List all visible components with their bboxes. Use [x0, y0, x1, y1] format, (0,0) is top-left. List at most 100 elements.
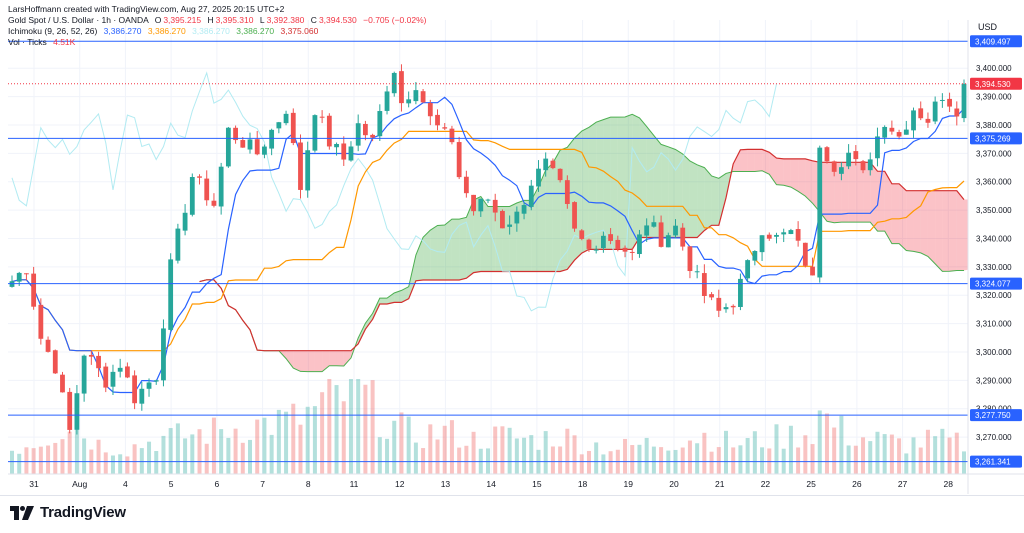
volume-bar — [630, 445, 635, 474]
candle-body — [802, 242, 808, 266]
volume-bar — [363, 384, 368, 474]
cloud-segment — [596, 119, 604, 250]
cloud-segment — [437, 225, 445, 281]
candle — [326, 113, 332, 150]
x-tick-label: 14 — [486, 479, 496, 489]
candle-body — [939, 99, 945, 101]
candle-body — [766, 234, 772, 239]
cloud-segment — [488, 206, 496, 272]
candle-body — [774, 234, 779, 237]
candle-body — [240, 140, 246, 148]
ohlc-close: C 3,394.530 — [310, 15, 357, 25]
y-tick-label: 3,360.000 — [976, 178, 1012, 187]
candle-body — [622, 247, 628, 252]
candle — [370, 133, 376, 142]
volume-bar — [933, 436, 938, 474]
price-chart[interactable]: 3,270.0003,280.0003,290.0003,300.0003,31… — [0, 0, 1024, 495]
cloud-segment — [920, 190, 928, 257]
candle — [391, 71, 397, 97]
volume-bar — [918, 447, 923, 474]
volume-bar — [284, 411, 289, 474]
candle-body — [795, 229, 801, 241]
candle — [269, 128, 275, 156]
volume-bar — [269, 434, 274, 474]
volume-bar — [925, 429, 930, 474]
cloud-segment — [863, 162, 871, 223]
volume-bar — [558, 446, 563, 474]
candle-body — [24, 273, 29, 275]
candle-body — [81, 355, 87, 394]
candle — [521, 202, 527, 220]
candle-body — [745, 260, 751, 279]
ichimoku-span-b-value: 3,375.060 — [280, 26, 319, 36]
candle — [752, 250, 758, 266]
cloud-segment — [603, 117, 611, 250]
volume-bar — [824, 413, 829, 474]
volume-bar — [464, 445, 469, 474]
volume-bar — [168, 428, 173, 474]
volume-row[interactable]: Vol · Ticks 4.51K — [8, 37, 426, 48]
volume-bar — [103, 452, 108, 474]
cloud-segment — [855, 162, 864, 223]
price-axis: 3,270.0003,280.0003,290.0003,300.0003,31… — [967, 0, 1024, 494]
x-tick-label: 7 — [260, 479, 265, 489]
candle-body — [370, 134, 376, 138]
volume-bar — [853, 445, 858, 474]
candle-body — [420, 91, 426, 103]
volume-bar — [46, 445, 51, 474]
x-tick-label: 13 — [441, 479, 451, 489]
hline-price-tag: 3,409.497 — [970, 35, 1022, 48]
candle-body — [788, 230, 794, 235]
candle — [254, 131, 260, 156]
candle-body — [67, 391, 73, 430]
currency-label[interactable]: USD — [978, 22, 998, 32]
ichimoku-row[interactable]: Ichimoku (9, 26, 52, 26) 3,386.270 3,386… — [8, 26, 426, 37]
candle-body — [500, 210, 505, 229]
candle — [276, 121, 282, 134]
volume-bar — [385, 438, 390, 474]
candle-body — [427, 102, 433, 117]
candle-body — [528, 185, 534, 207]
candle — [341, 136, 347, 166]
footer-bar: TradingView — [0, 495, 1024, 533]
candle-body — [961, 83, 967, 119]
candle — [485, 198, 491, 204]
candle-body — [290, 112, 296, 144]
volume-label: Vol · Ticks — [8, 37, 47, 47]
candle-body — [189, 177, 195, 215]
hline-price-tag: 3,261.341 — [970, 455, 1022, 468]
candle — [88, 350, 94, 365]
tradingview-logo[interactable]: TradingView — [10, 504, 126, 521]
volume-bar — [17, 453, 22, 474]
candle-body — [954, 108, 960, 117]
volume-bar — [875, 431, 880, 474]
cloud-segment — [401, 286, 409, 303]
volume-bar — [839, 415, 844, 474]
symbol-name[interactable]: Gold Spot / U.S. Dollar · 1h · OANDA — [8, 15, 149, 25]
volume-bar — [687, 440, 692, 474]
cloud-segment — [762, 149, 770, 175]
volume-bar — [911, 437, 916, 474]
candle — [961, 79, 967, 123]
volume-bar — [846, 445, 851, 474]
candle-body — [305, 150, 311, 191]
volume-bar — [586, 450, 591, 474]
candle-body — [831, 161, 837, 172]
candle-body — [752, 251, 758, 261]
ichimoku-chikou-value: 3,386.270 — [192, 26, 230, 36]
current-price-tag: 3,394.530 — [970, 77, 1022, 90]
candle — [954, 101, 960, 126]
candle-body — [709, 294, 714, 298]
cloud-segment — [300, 350, 308, 372]
volume-bar — [572, 435, 577, 474]
hline-price-tag-text: 3,409.497 — [975, 37, 1011, 46]
candle — [24, 273, 29, 281]
cloud-segment — [588, 122, 597, 250]
volume-bar — [435, 439, 440, 474]
candle-body — [391, 72, 397, 94]
cloud-segment — [430, 225, 438, 281]
cloud-segment — [379, 298, 388, 305]
x-tick-label: 28 — [944, 479, 954, 489]
cloud-segment — [451, 219, 460, 281]
cloud-segment — [949, 190, 957, 272]
